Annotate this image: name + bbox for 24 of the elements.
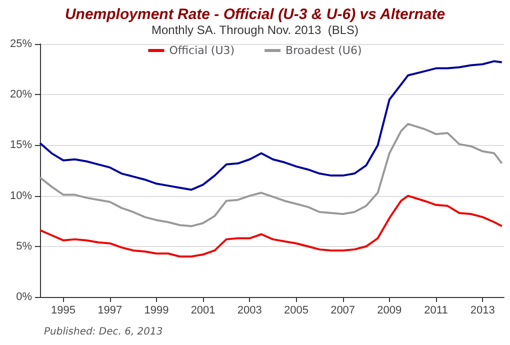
x-tick-label: 2009 [377, 304, 402, 316]
x-tick-label: 2003 [237, 304, 262, 316]
line-series [39, 60, 503, 191]
x-tick-label: 1997 [98, 304, 122, 316]
x-tick-label: 2011 [424, 304, 448, 316]
text: Published: Dec. 6, 2013 [44, 326, 163, 338]
y-tick-label: 20% [10, 88, 32, 101]
x-tick-label: 2005 [284, 304, 308, 316]
legend-label: Broadest (U6) [286, 44, 362, 57]
y-tick-label: 15% [10, 139, 32, 152]
y-tick-label: 25% [10, 38, 32, 50]
chart-title: Unemployment Rate - Official (U-3 & U-6) vs Alternate [64, 6, 446, 23]
y-tick-label: 5% [16, 240, 32, 252]
legend-label: Official (U3) [169, 44, 235, 57]
x-tick-label: 2013 [470, 304, 495, 316]
line-series [39, 122, 503, 228]
x-tick-label: 2007 [330, 304, 356, 316]
x-tick-label: 1999 [144, 304, 169, 316]
line-series [39, 194, 503, 258]
y-tick-label: 0% [16, 291, 32, 303]
y-tick-label: 10% [10, 190, 32, 202]
chart-subtitle: Monthly SA. Through Nov. 2013 (BLS) [152, 23, 358, 37]
x-tick-label: 2001 [190, 304, 216, 316]
x-tick-label: 1995 [51, 304, 76, 316]
